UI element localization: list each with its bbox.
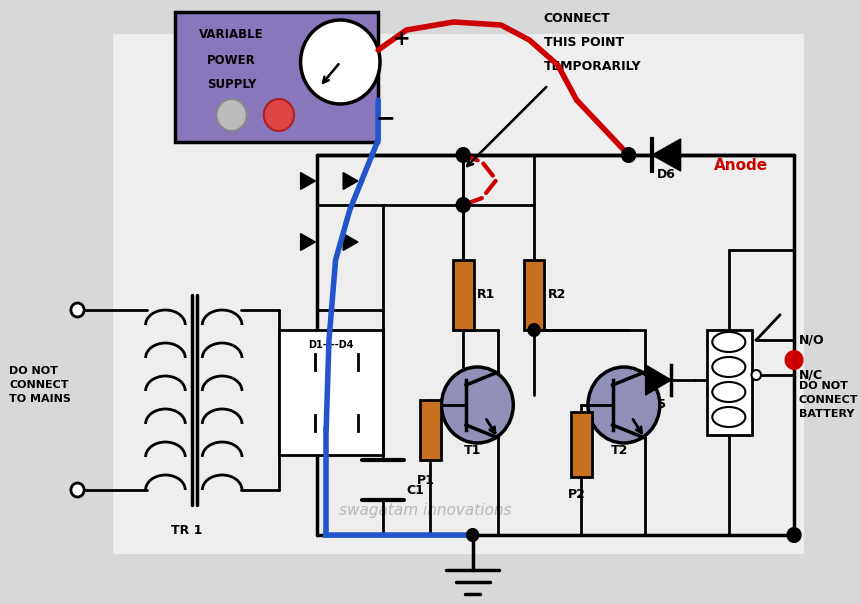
Circle shape	[71, 303, 84, 317]
Text: TEMPORARILY: TEMPORARILY	[543, 60, 641, 72]
Text: P2: P2	[567, 489, 585, 501]
Circle shape	[71, 483, 84, 497]
Bar	[453, 260, 474, 330]
Circle shape	[263, 99, 294, 131]
Text: +: +	[393, 29, 410, 49]
Circle shape	[788, 528, 801, 542]
Text: −: −	[375, 106, 395, 130]
Circle shape	[529, 324, 540, 336]
Text: T1: T1	[464, 443, 481, 457]
Circle shape	[622, 148, 635, 162]
Bar	[114, 34, 803, 554]
Text: TR 1: TR 1	[171, 524, 203, 536]
Bar	[419, 400, 441, 460]
Circle shape	[588, 367, 660, 443]
Polygon shape	[344, 173, 358, 190]
Text: R1: R1	[477, 289, 496, 301]
Circle shape	[216, 99, 247, 131]
Circle shape	[456, 198, 470, 212]
Circle shape	[752, 370, 761, 380]
Polygon shape	[653, 139, 680, 171]
Text: DO NOT
CONNECT
BATTERY: DO NOT CONNECT BATTERY	[799, 381, 858, 419]
Bar	[279, 330, 383, 455]
Text: N/C: N/C	[799, 368, 823, 382]
Circle shape	[456, 148, 470, 162]
Polygon shape	[344, 234, 358, 251]
Circle shape	[785, 351, 802, 369]
Circle shape	[442, 367, 513, 443]
Text: Anode: Anode	[714, 158, 768, 173]
Polygon shape	[300, 234, 315, 251]
Bar	[571, 412, 592, 477]
Circle shape	[300, 20, 380, 104]
Polygon shape	[300, 173, 315, 190]
Text: POWER: POWER	[208, 54, 256, 66]
Text: VARIABLE: VARIABLE	[199, 28, 264, 42]
Text: D5: D5	[647, 399, 666, 411]
Bar	[707, 330, 752, 435]
Text: D6: D6	[657, 169, 676, 181]
Text: CONNECT: CONNECT	[543, 11, 610, 25]
Text: D1----D4: D1----D4	[308, 340, 354, 350]
Text: C1: C1	[406, 483, 424, 496]
Text: DO NOT
CONNECT
TO MAINS: DO NOT CONNECT TO MAINS	[9, 366, 71, 404]
Text: swagatam innovations: swagatam innovations	[339, 503, 511, 518]
Text: T2: T2	[610, 443, 628, 457]
Text: SUPPLY: SUPPLY	[207, 79, 257, 91]
Text: THIS POINT: THIS POINT	[543, 36, 623, 48]
Text: R2: R2	[548, 289, 567, 301]
Polygon shape	[646, 365, 672, 395]
Bar	[175, 12, 378, 142]
Bar	[523, 260, 544, 330]
Text: N/O: N/O	[799, 333, 824, 347]
Circle shape	[467, 529, 479, 541]
Text: P1: P1	[417, 474, 434, 486]
